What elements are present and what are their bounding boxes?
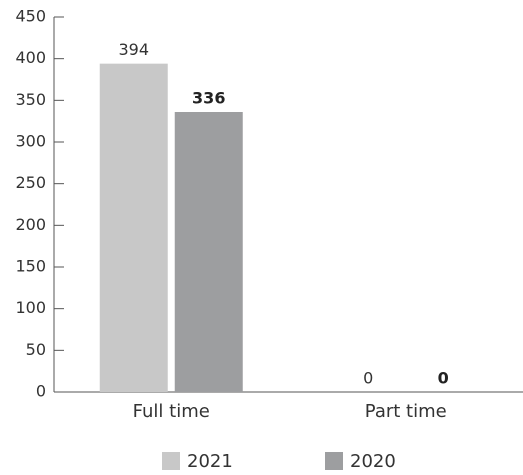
y-tick-label: 200 (15, 215, 46, 234)
data-label: 0 (363, 369, 373, 388)
y-tick-label: 300 (15, 132, 46, 151)
legend-swatch (325, 452, 343, 470)
x-tick-label: Part time (365, 401, 447, 422)
legend-swatch (162, 452, 180, 470)
y-tick-label: 50 (26, 340, 46, 359)
y-tick-label: 350 (15, 90, 46, 109)
legend-label: 2020 (350, 451, 396, 472)
y-tick-label: 150 (15, 257, 46, 276)
x-tick-label: Full time (133, 401, 210, 422)
bar (99, 63, 168, 393)
y-tick-label: 100 (15, 298, 46, 317)
y-tick-label: 450 (15, 7, 46, 26)
data-label: 336 (192, 89, 225, 108)
legend-label: 2021 (187, 451, 233, 472)
data-label: 394 (118, 40, 149, 59)
y-tick-label: 0 (36, 382, 46, 401)
y-tick-label: 400 (15, 48, 46, 67)
y-tick-label: 250 (15, 173, 46, 192)
bar (174, 112, 243, 392)
data-label: 0 (438, 369, 449, 388)
